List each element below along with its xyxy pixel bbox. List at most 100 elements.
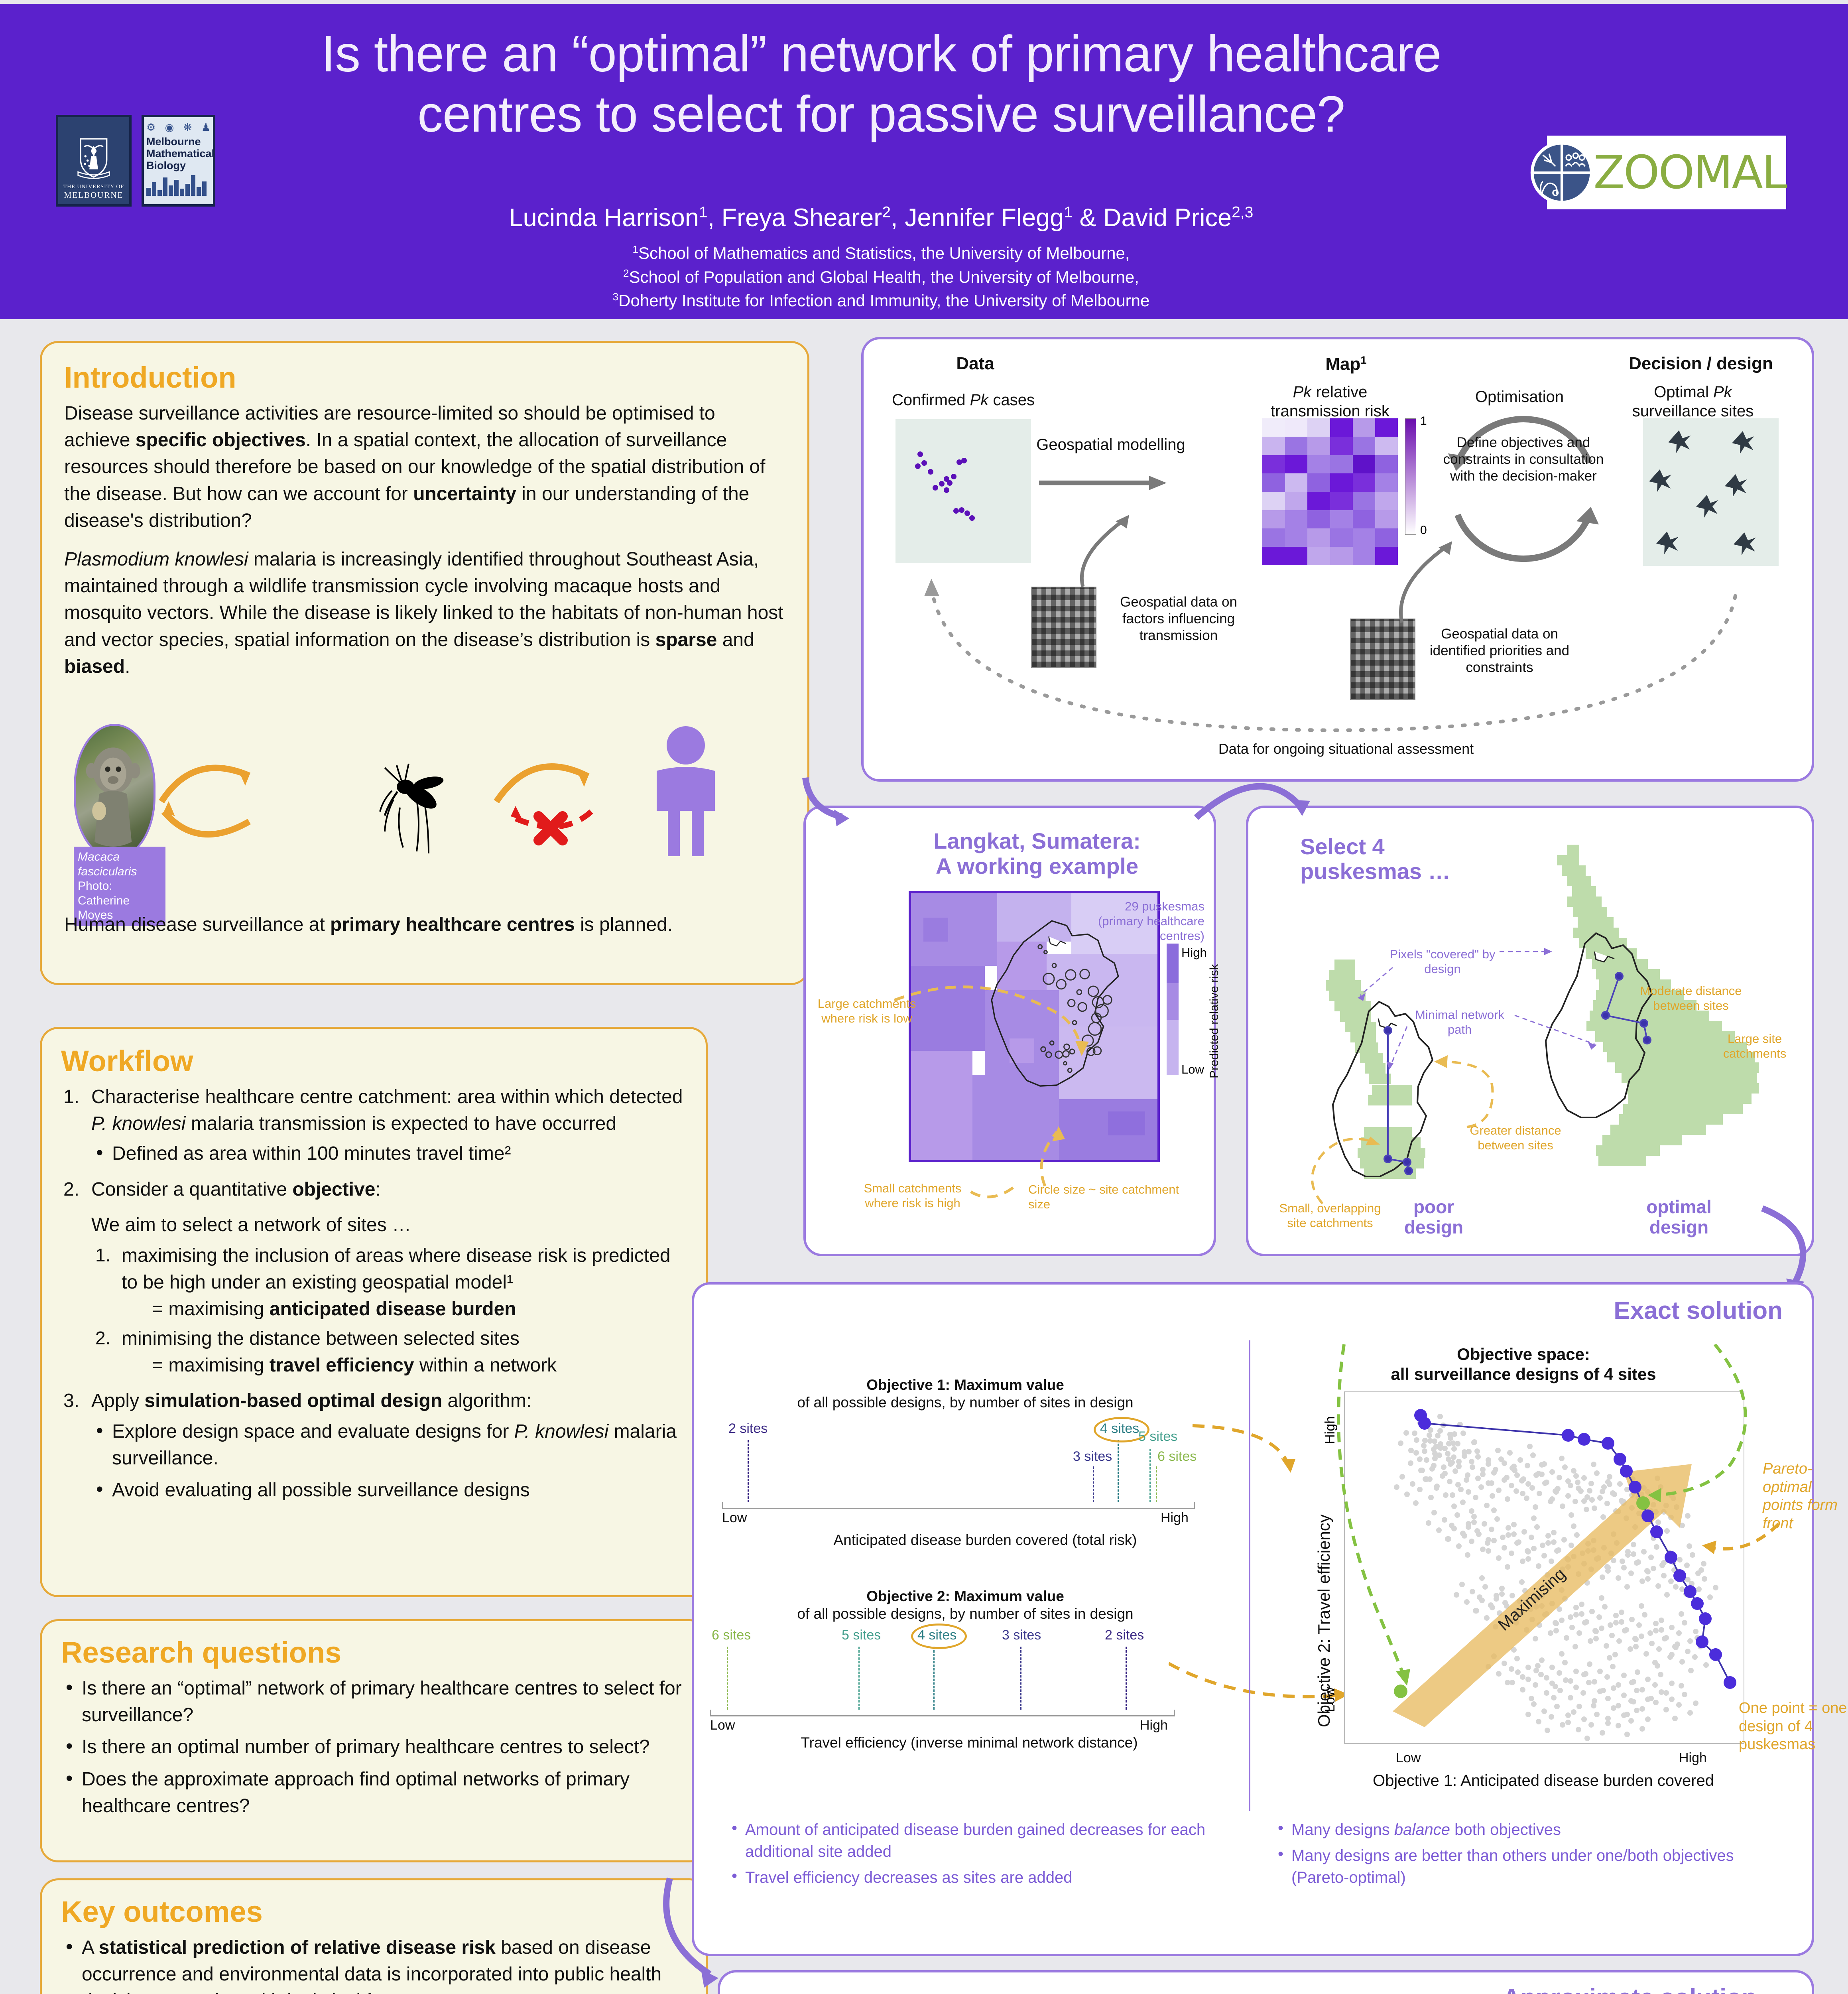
exact-scatter-y-high: High (1323, 1416, 1338, 1444)
photo-caption: Macaca fascicularis Photo: Catherine Moy… (74, 847, 165, 926)
flow-curve-2 (1399, 541, 1452, 623)
exact-solution-panel: Exact solution Objective 1: Maximum valu… (692, 1282, 1847, 1956)
annot-one-point: One point = one design of 4 puskesmas (1739, 1700, 1847, 1753)
workflow-steps: Characterise healthcare centre catchment… (61, 1084, 687, 1504)
workflow-step-2-intro: We aim to select a network of sites … (91, 1214, 411, 1235)
macaque-icon (86, 747, 140, 847)
approximate-solution-panel: Approximate solution via rejection sampl… (718, 1970, 1814, 1994)
geospatial-stack-1 (1031, 587, 1096, 668)
risk-heatmap (1262, 418, 1398, 565)
workflow-step-3-sublist: Explore design space and evaluate design… (91, 1417, 687, 1504)
zoomal-logo: ZOOMAL (1530, 136, 1787, 209)
poor-design-label: poor design (1404, 1196, 1464, 1237)
objective2-chart: 6 sites 5 sites 4 sites 3 sites 2 sites … (710, 1624, 1220, 1733)
introduction-closing: Human disease surveillance at primary he… (64, 914, 673, 935)
key-outcomes-list: A statistical prediction of relative dis… (61, 1933, 687, 1994)
zoomal-logo-text: ZOOMAL (1593, 146, 1787, 199)
exact-scatter-title: Objective space: all surveillance design… (1391, 1345, 1656, 1383)
objective1-low: Low (722, 1510, 747, 1525)
annot-minimal-path: Minimal network path (1415, 1008, 1504, 1037)
objective1-axis-label: Anticipated disease burden covered (tota… (833, 1532, 1137, 1548)
page-title: Is there an “optimal” network of primary… (321, 26, 1442, 143)
flow-col1-subtitle: Confirmed Pk cases (892, 391, 1035, 409)
workflow-step-2-sublist: maximising the inclusion of areas where … (91, 1242, 687, 1379)
objective2-chart-title: Objective 2: Maximum value of all possib… (797, 1588, 1134, 1622)
exact-bullets-left: Amount of anticipated disease burden gai… (726, 1817, 1216, 1893)
annot-pareto-front: Pareto-optimal points form front (1763, 1460, 1838, 1532)
annot-large-catchments: Large catchments where risk is low (817, 997, 916, 1026)
approx-title: Approximate solution (1179, 1984, 1757, 1994)
mmb-logo: ⚙ ◉ ❋ ♟ Melbourne Mathematical Biology (142, 115, 215, 207)
flow-col2-title: Map1 (1325, 354, 1367, 374)
risk-legend-bar (1167, 944, 1179, 1075)
annot-circle-size: Circle size ~ site catchment size (1028, 1182, 1179, 1212)
exact-scatter-svg: Maximising (1393, 1409, 1736, 1741)
flow-col3-title: Decision / design (1629, 354, 1773, 373)
transmission-arrows-right (494, 763, 593, 845)
confirmed-cases-map (895, 419, 1031, 563)
workflow-panel: Workflow Characterise healthcare centre … (40, 1027, 708, 1597)
colorbar-max: 1 (1420, 414, 1427, 428)
key-outcomes-panel: Key outcomes A statistical prediction of… (40, 1878, 708, 1994)
list-item: Travel efficiency decreases as sites are… (726, 1865, 1216, 1889)
introduction-paragraph-1: Disease surveillance activities are reso… (64, 403, 766, 531)
annot-small-overlapping: Small, overlapping site catchments (1279, 1201, 1381, 1230)
optimal-design-label: optimal design (1646, 1196, 1712, 1237)
select4-title: Select 4 puskesmas … (1300, 834, 1450, 884)
objective1-chart-title: Objective 1: Maximum value of all possib… (797, 1377, 1134, 1411)
transmission-arrows-left (159, 764, 251, 838)
objective1-high: High (1161, 1510, 1189, 1525)
cell-icon: ◉ (165, 121, 174, 133)
geospatial-stack-2 (1350, 619, 1415, 700)
list-item: Amount of anticipated disease burden gai… (726, 1817, 1216, 1863)
skyline-icon (146, 173, 211, 196)
exact-bullets-right: Many designs balance both objectives Man… (1272, 1817, 1771, 1893)
heatmap-colorbar (1405, 418, 1416, 535)
workflow-step-2: Consider a quantitative objective: We ai… (61, 1176, 687, 1379)
exact-scatter-xlabel: Objective 1: Anticipated disease burden … (1372, 1772, 1714, 1789)
geospatial-data-2-label: Geospatial data on identified priorities… (1429, 626, 1570, 675)
annot-large-site-catchments: Large site catchments (1723, 1032, 1787, 1061)
dna-icon: ⚙ (146, 121, 156, 133)
feedback-arc (924, 579, 1739, 732)
flow-col3-subtitle: Optimal Pk surveillance sites (1632, 383, 1754, 420)
site-stars (1649, 430, 1756, 555)
list-item: A statistical prediction of relative dis… (61, 1933, 687, 1994)
list-item: Is there an “optimal” network of primary… (61, 1673, 687, 1728)
exact-solution-title: Exact solution (1614, 1297, 1783, 1324)
flow-col2-subtitle: Pk relative transmission risk (1271, 383, 1389, 420)
case-points (915, 451, 975, 521)
objective2-low: Low (710, 1718, 735, 1733)
research-questions-title: Research questions (61, 1636, 342, 1669)
flow-bottom-label: Data for ongoing situational assessment (1218, 741, 1474, 757)
flow-diagram-panel: Data Map1 Decision / design Confirmed Pk… (861, 337, 1814, 782)
langkat-title: Langkat, Sumatera: A working example (933, 828, 1141, 879)
people-icon: ♟ (201, 121, 211, 133)
list-item: Many designs balance both objectives (1272, 1817, 1771, 1841)
workflow-title: Workflow (61, 1044, 193, 1078)
risk-legend-label: Predicted relative risk (1208, 964, 1221, 1078)
unimelb-logo-line2: MELBOURNE (64, 190, 124, 200)
introduction-title: Introduction (64, 361, 236, 394)
mosquito-icon (379, 763, 444, 854)
exact-scatter-x-low: Low (1396, 1750, 1421, 1765)
exact-scatter-plot: Maximising (1344, 1391, 1744, 1744)
annot-greater-distance: Greater distance between sites (1470, 1123, 1561, 1153)
colorbar-min: 0 (1420, 524, 1427, 537)
poor-design-map (1326, 960, 1434, 1179)
highlight-4-sites-obj1 (1094, 1417, 1149, 1442)
objective2-high: High (1140, 1718, 1168, 1733)
key-outcomes-title: Key outcomes (61, 1895, 263, 1928)
research-questions-panel: Research questions Is there an “optimal”… (40, 1619, 708, 1862)
annot-pixels-covered: Pixels "covered" by design (1389, 947, 1496, 976)
unimelb-logo: THE UNIVERSITY OF MELBOURNE (56, 115, 132, 207)
flow-arrow-1 (1039, 476, 1167, 490)
annot-small-catchments: Small catchments where risk is high (864, 1181, 962, 1210)
transmission-cycle-diagram: Macaca fascicularis Photo: Catherine Moy… (58, 720, 791, 926)
risk-legend-high: High (1181, 946, 1207, 960)
optimisation-cycle-icon (1448, 416, 1599, 562)
exact-divider (1249, 1340, 1250, 1811)
introduction-paragraph-2: Plasmodium knowlesi malaria is increasin… (64, 548, 783, 677)
list-item: Many designs are better than others unde… (1272, 1843, 1771, 1889)
affiliations: 1School of Mathematics and Statistics, t… (612, 243, 1150, 310)
